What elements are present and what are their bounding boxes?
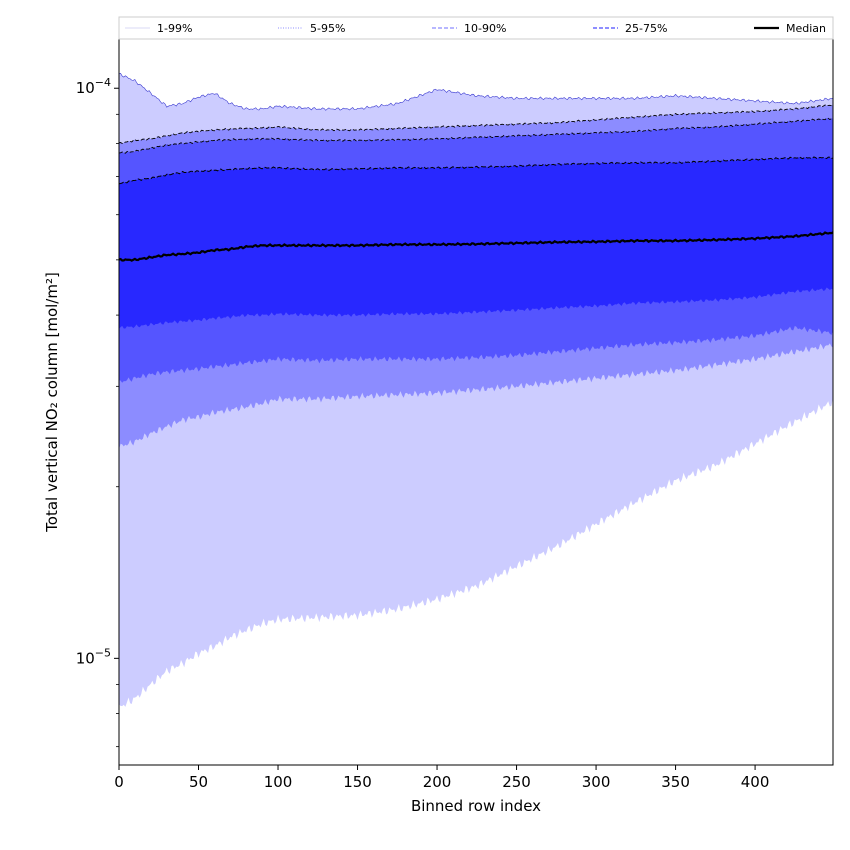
median-line [118, 231, 834, 262]
legend: 1-99% 5-95% 10-90% 25-75% Median [118, 16, 834, 40]
x-axis-label: Binned row index [411, 797, 541, 815]
legend-label: 25-75% [625, 22, 667, 35]
percentile-bands [119, 73, 833, 707]
percentile-lines [118, 73, 834, 262]
x-tick-label: 50 [189, 773, 208, 791]
x-tick-label: 250 [502, 773, 531, 791]
x-tick-label: 150 [343, 773, 372, 791]
x-tick-label: 400 [741, 773, 770, 791]
x-tick-label: 350 [661, 773, 690, 791]
legend-label: 10-90% [464, 22, 506, 35]
legend-box [118, 16, 834, 40]
x-axis: 0 50 100 150 200 250 300 350 400 [114, 765, 769, 791]
band-25-75 [119, 156, 833, 329]
x-tick-label: 300 [582, 773, 611, 791]
line-p90 [118, 117, 834, 154]
line-p99 [118, 73, 834, 111]
legend-label: Median [786, 22, 826, 35]
x-tick-label: 200 [423, 773, 452, 791]
y-axis: 10−5 10−4 [76, 76, 119, 748]
x-tick-label: 100 [264, 773, 293, 791]
y-axis-label: Total vertical NO₂ column [mol/m²] [43, 272, 61, 533]
line-p95 [118, 104, 834, 145]
y-tick-label: 10−5 [76, 646, 111, 667]
legend-label: 5-95% [310, 22, 345, 35]
line-p75 [118, 156, 834, 185]
y-tick-label: 10−4 [76, 76, 111, 97]
x-tick-label: 0 [114, 773, 124, 791]
legend-label: 1-99% [157, 22, 192, 35]
